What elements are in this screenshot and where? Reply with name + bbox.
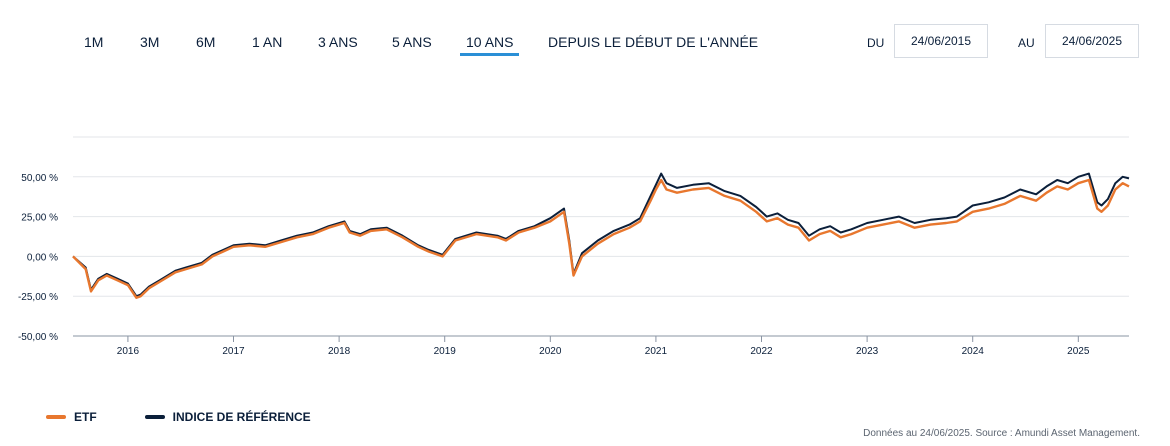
date-from-input[interactable]: 24/06/2015 <box>894 24 988 58</box>
legend-swatch-benchmark <box>144 415 165 419</box>
x-tick-label: 2024 <box>962 346 985 357</box>
x-tick-label: 2020 <box>539 346 562 357</box>
date-from-label: DU <box>867 36 885 50</box>
x-tick-label: 2017 <box>222 346 245 357</box>
period-10-ans[interactable]: 10 ANS <box>459 28 521 56</box>
y-tick-label: 0,00 % <box>27 252 58 263</box>
y-tick-label: -50,00 % <box>18 332 58 343</box>
period-6m[interactable]: 6M <box>196 34 216 50</box>
y-axis-ticks: -50,00 % -25,00 % 0,00 % 25,00 % 50,00 % <box>18 173 58 343</box>
x-tick-label: 2021 <box>645 346 668 357</box>
period-1m[interactable]: 1M <box>84 34 104 50</box>
series-line-etf <box>72 178 1130 299</box>
date-to-label: AU <box>1018 36 1035 50</box>
x-tick-label: 2018 <box>328 346 351 357</box>
series-line-benchmark <box>72 172 1130 298</box>
legend-item-etf[interactable]: ETF <box>46 410 97 424</box>
legend-item-benchmark[interactable]: INDICE DE RÉFÉRENCE <box>144 410 311 424</box>
y-tick-label: 50,00 % <box>21 173 58 184</box>
legend-label-benchmark: INDICE DE RÉFÉRENCE <box>172 410 311 424</box>
period-1-an[interactable]: 1 AN <box>252 34 283 50</box>
period-ytd[interactable]: DEPUIS LE DÉBUT DE L'ANNÉE <box>548 34 759 50</box>
period-3m[interactable]: 3M <box>140 34 160 50</box>
x-tick-label: 2023 <box>856 346 879 357</box>
x-axis-ticks: 2016 2017 2018 2019 2020 2021 2022 2023 2024 2025 <box>117 336 1090 357</box>
x-tick-label: 2022 <box>750 346 773 357</box>
chart-legend: ETF INDICE DE RÉFÉRENCE <box>46 410 359 424</box>
x-tick-label: 2025 <box>1067 346 1090 357</box>
y-tick-label: -25,00 % <box>18 292 58 303</box>
chart-grid <box>73 136 1129 337</box>
legend-swatch-etf <box>46 415 66 419</box>
period-5-ans[interactable]: 5 ANS <box>392 34 432 50</box>
period-3-ans[interactable]: 3 ANS <box>318 34 358 50</box>
x-tick-label: 2016 <box>117 346 140 357</box>
y-tick-label: 25,00 % <box>21 213 58 224</box>
date-to-input[interactable]: 24/06/2025 <box>1045 24 1139 58</box>
chart-series <box>72 172 1130 299</box>
legend-label-etf: ETF <box>74 410 97 424</box>
source-note: Données au 24/06/2025. Source : Amundi A… <box>863 428 1140 439</box>
x-tick-label: 2019 <box>434 346 457 357</box>
